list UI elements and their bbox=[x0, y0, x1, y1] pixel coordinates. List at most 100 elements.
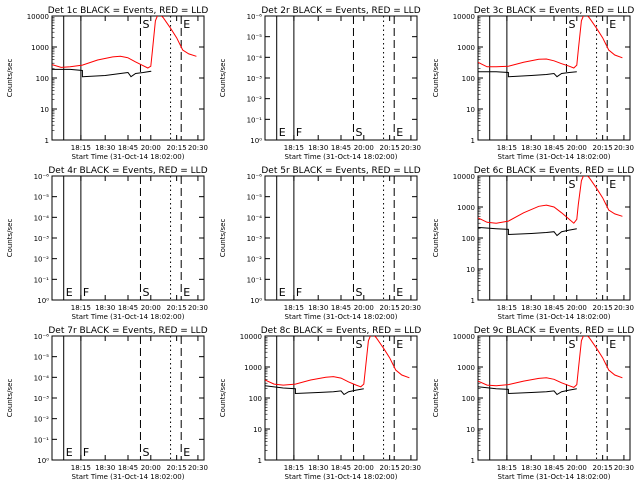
y-tick-label: 10⁰ bbox=[37, 457, 49, 465]
y-tick-label: 10⁻⁶ bbox=[34, 333, 50, 341]
y-tick-label: 1000 bbox=[457, 204, 475, 212]
y-tick-label: 10⁻³ bbox=[34, 235, 50, 243]
x-tick-label: 18:30 bbox=[308, 464, 328, 472]
x-tick-label: 18:30 bbox=[308, 304, 328, 312]
series-events bbox=[52, 68, 152, 78]
time-marker-label: S bbox=[355, 286, 362, 299]
time-marker-label: E bbox=[396, 126, 403, 139]
series-events bbox=[265, 385, 364, 396]
y-axis-label: Counts/sec bbox=[432, 219, 440, 258]
y-tick-label: 10⁻¹ bbox=[34, 436, 50, 444]
x-axis-label: Start Time (31-Oct-14 18:02:00) bbox=[285, 153, 398, 161]
y-tick-label: 1 bbox=[471, 297, 475, 305]
y-tick-label: 10 bbox=[466, 266, 475, 274]
panel-det-7r: Det 7r BLACK = Events, RED = LLD Counts/s… bbox=[6, 326, 208, 480]
y-tick-label: 10 bbox=[40, 106, 49, 114]
y-tick-label: 100 bbox=[36, 75, 49, 83]
x-tick-label: 18:45 bbox=[331, 144, 351, 152]
y-tick-label: 100 bbox=[462, 235, 475, 243]
time-marker-label: F bbox=[83, 446, 89, 459]
panel-det-3c: Det 3c BLACK = Events, RED = LLD Counts/s… bbox=[432, 6, 634, 161]
series-events bbox=[478, 71, 577, 78]
y-tick-label: 100 bbox=[462, 395, 475, 403]
y-tick-label: 10⁻² bbox=[34, 256, 50, 264]
y-tick-label: 10⁻⁴ bbox=[247, 214, 263, 222]
y-tick-label: 1000 bbox=[31, 44, 49, 52]
x-tick-label: 20:30 bbox=[188, 304, 208, 312]
panel-title: Det 9c BLACK = Events, RED = LLD bbox=[474, 326, 635, 336]
y-tick-label: 10⁻⁴ bbox=[34, 214, 50, 222]
panel-title: Det 2r BLACK = Events, RED = LLD bbox=[261, 6, 420, 16]
y-tick-label: 10000 bbox=[453, 13, 475, 21]
y-tick-label: 10⁰ bbox=[250, 137, 262, 145]
y-tick-label: 10⁻⁶ bbox=[247, 13, 263, 21]
x-tick-label: 20:15 bbox=[380, 304, 400, 312]
y-tick-label: 10⁻⁵ bbox=[34, 194, 50, 202]
y-tick-label: 10⁻¹ bbox=[34, 276, 50, 284]
x-tick-label: 20:30 bbox=[614, 144, 634, 152]
x-axis-label: Start Time (31-Oct-14 18:02:00) bbox=[72, 313, 185, 321]
x-tick-label: 20:15 bbox=[593, 144, 613, 152]
x-axis-label: Start Time (31-Oct-14 18:02:00) bbox=[498, 313, 611, 321]
panel-title: Det 8c BLACK = Events, RED = LLD bbox=[261, 326, 422, 336]
x-tick-label: 18:15 bbox=[497, 144, 517, 152]
x-axis-label: Start Time (31-Oct-14 18:02:00) bbox=[72, 473, 185, 480]
time-marker-label: S bbox=[568, 338, 575, 351]
panel-title: Det 1c BLACK = Events, RED = LLD bbox=[48, 6, 209, 16]
y-tick-label: 10⁻⁶ bbox=[247, 173, 263, 181]
time-marker-label: E bbox=[396, 338, 403, 351]
y-axis-label: Counts/sec bbox=[6, 379, 14, 418]
x-tick-label: 18:45 bbox=[544, 304, 564, 312]
x-tick-label: 20:00 bbox=[567, 144, 587, 152]
x-axis-label: Start Time (31-Oct-14 18:02:00) bbox=[498, 473, 611, 480]
y-tick-label: 10⁻³ bbox=[34, 395, 50, 403]
time-marker-label: S bbox=[568, 178, 575, 191]
y-tick-label: 1000 bbox=[457, 364, 475, 372]
y-tick-label: 1000 bbox=[244, 364, 262, 372]
y-tick-label: 10000 bbox=[27, 13, 49, 21]
series-events bbox=[478, 226, 577, 237]
panel-det-2r: Det 2r BLACK = Events, RED = LLD Counts/s… bbox=[219, 6, 421, 161]
time-marker-label: S bbox=[142, 286, 149, 299]
time-marker-label: S bbox=[355, 126, 362, 139]
time-marker-label: E bbox=[609, 338, 616, 351]
panel-title: Det 6c BLACK = Events, RED = LLD bbox=[474, 166, 635, 176]
time-marker-label: E bbox=[183, 446, 190, 459]
panel-det-1c: Det 1c BLACK = Events, RED = LLD Counts/s… bbox=[6, 6, 208, 161]
series-lld bbox=[478, 336, 623, 388]
x-tick-label: 18:30 bbox=[521, 144, 541, 152]
panel-det-8c: Det 8c BLACK = Events, RED = LLD Counts/s… bbox=[219, 326, 421, 480]
time-marker-label: E bbox=[183, 286, 190, 299]
y-axis-label: Counts/sec bbox=[219, 59, 227, 98]
x-tick-label: 18:15 bbox=[497, 304, 517, 312]
y-tick-label: 10⁻¹ bbox=[247, 276, 263, 284]
y-axis-label: Counts/sec bbox=[219, 219, 227, 258]
y-tick-label: 100 bbox=[249, 395, 262, 403]
x-tick-label: 20:00 bbox=[567, 464, 587, 472]
x-tick-label: 20:00 bbox=[354, 144, 374, 152]
x-tick-label: 18:45 bbox=[118, 144, 138, 152]
x-tick-label: 18:30 bbox=[95, 144, 115, 152]
y-tick-label: 10⁻⁵ bbox=[247, 34, 263, 42]
time-marker-label: S bbox=[142, 446, 149, 459]
x-tick-label: 18:45 bbox=[118, 464, 138, 472]
x-axis-label: Start Time (31-Oct-14 18:02:00) bbox=[72, 153, 185, 161]
x-tick-label: 20:30 bbox=[188, 144, 208, 152]
y-tick-label: 10⁻⁴ bbox=[34, 374, 50, 382]
x-tick-label: 18:30 bbox=[308, 144, 328, 152]
y-tick-label: 1 bbox=[45, 137, 49, 145]
x-tick-label: 20:00 bbox=[354, 464, 374, 472]
x-tick-label: 18:30 bbox=[95, 304, 115, 312]
time-marker-label: E bbox=[183, 18, 190, 31]
x-tick-label: 20:00 bbox=[567, 304, 587, 312]
y-tick-label: 10⁰ bbox=[37, 297, 49, 305]
x-tick-label: 20:00 bbox=[354, 304, 374, 312]
x-tick-label: 20:30 bbox=[401, 304, 421, 312]
series-lld bbox=[478, 16, 623, 69]
x-tick-label: 18:30 bbox=[95, 464, 115, 472]
x-tick-label: 18:15 bbox=[284, 144, 304, 152]
x-tick-label: 20:30 bbox=[614, 464, 634, 472]
x-tick-label: 20:30 bbox=[401, 144, 421, 152]
x-tick-label: 18:45 bbox=[331, 464, 351, 472]
